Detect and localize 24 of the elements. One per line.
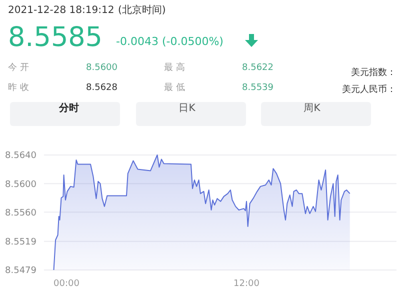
y-tick-label: 8.5600 <box>5 180 37 190</box>
x-tick-label: 12:00 <box>234 279 260 289</box>
text: 最 高 <box>164 62 185 73</box>
text: 美元指数： <box>351 67 396 78</box>
text: -0.0043 (-0.0500%) <box>116 35 224 48</box>
text: (北京时间) <box>118 4 166 16</box>
text: 8.5600 <box>86 63 118 73</box>
text: 美元人民币： <box>342 84 396 95</box>
x-tick-label: 00:00 <box>54 279 80 289</box>
text: 日K <box>178 103 196 114</box>
y-tick-label: 8.5479 <box>5 266 37 276</box>
y-tick-label: 8.5640 <box>5 151 37 162</box>
text: 周K <box>304 103 321 114</box>
text: 2021-12-28 18:19:12 <box>8 5 114 16</box>
text: 最 低 <box>164 82 185 93</box>
text: 8.5585 <box>8 22 102 53</box>
text: 今 开 <box>8 62 29 73</box>
y-tick-label: 8.5519 <box>5 238 37 248</box>
text: 8.5622 <box>242 63 274 73</box>
text: 8.5628 <box>86 83 118 93</box>
text: 分时 <box>58 102 79 114</box>
text: 昨 收 <box>8 82 29 93</box>
y-tick-label: 8.5560 <box>5 208 37 218</box>
text: 8.5539 <box>242 83 274 93</box>
